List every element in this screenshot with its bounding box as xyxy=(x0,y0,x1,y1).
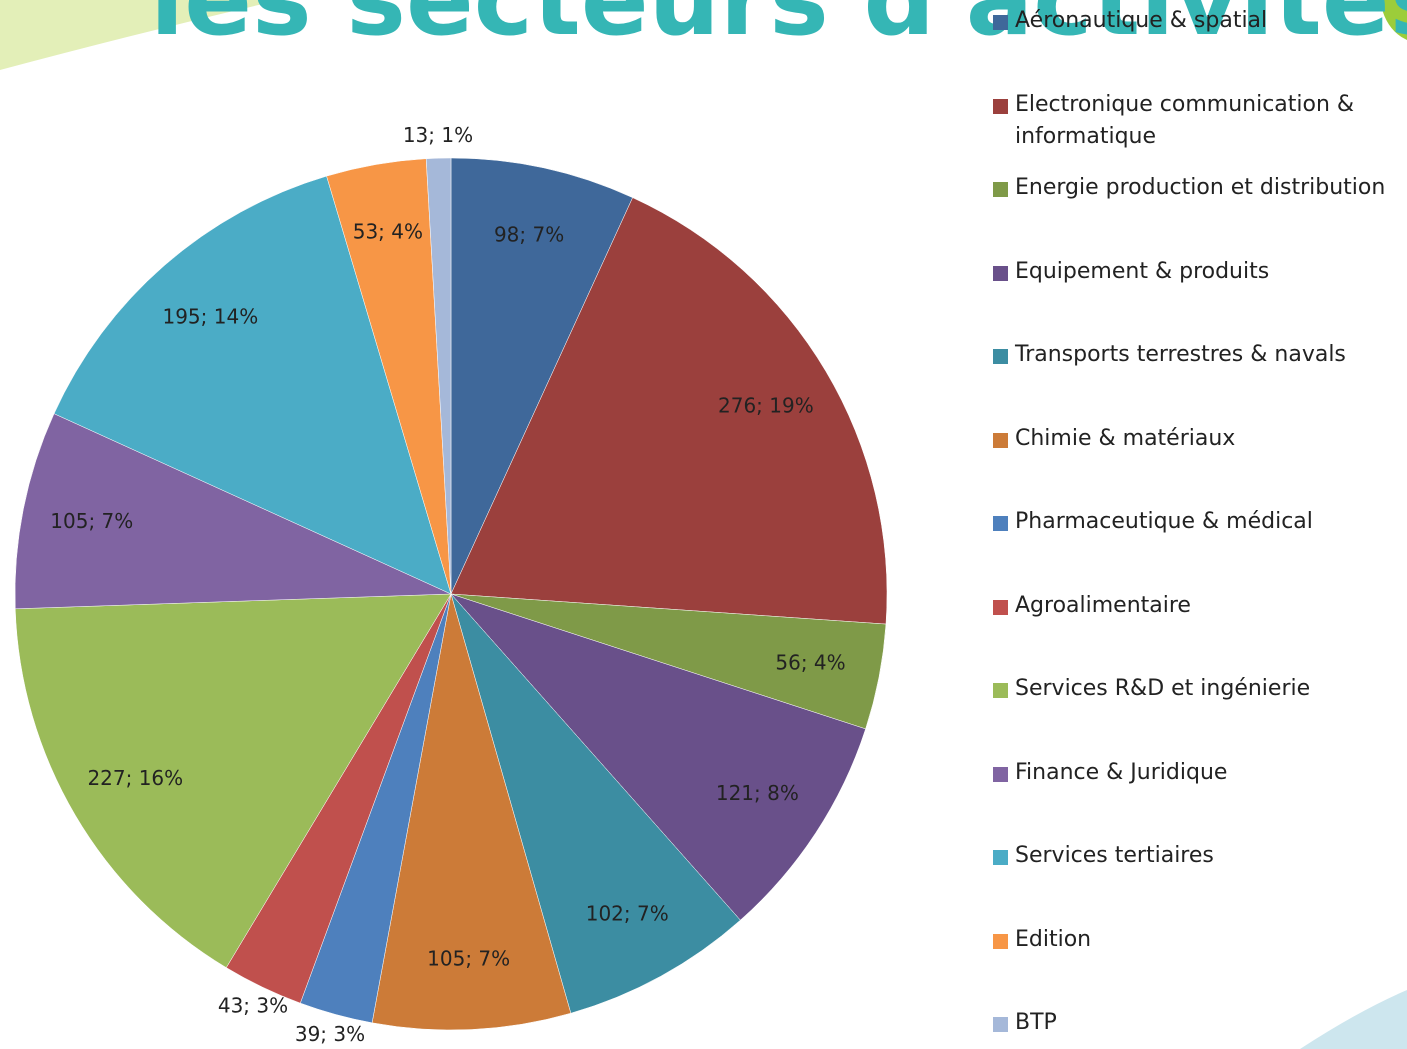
legend-label: BTP xyxy=(1015,1010,1057,1035)
legend-label: Chimie & matériaux xyxy=(1015,425,1236,451)
pie-slice xyxy=(450,593,741,1014)
legend-swatch xyxy=(993,15,1008,30)
legend-swatch xyxy=(993,432,1008,448)
legend-label: Aéronautique & spatial xyxy=(1015,8,1268,33)
pie-slice xyxy=(450,593,866,921)
decoration xyxy=(1300,990,1407,1049)
legend-swatch xyxy=(993,766,1008,782)
data-label: 195; 14% xyxy=(162,304,258,328)
decoration xyxy=(0,0,280,70)
legend-item: BTP xyxy=(993,1007,1398,1039)
legend-label: Pharmaceutique & médical xyxy=(1015,509,1313,534)
data-label: 53; 4% xyxy=(353,220,423,244)
data-label: 56; 4% xyxy=(775,650,845,674)
pie-slice xyxy=(371,593,572,1031)
decoration xyxy=(1380,0,1407,40)
legend-item: Chimie & matériaux xyxy=(993,423,1398,455)
legend-label: Services R&D et ingénierie xyxy=(1015,676,1311,701)
legend-item: Pharmaceutique & médical xyxy=(993,506,1398,538)
legend-label: Services tertiaires xyxy=(1015,843,1214,868)
pie-slice xyxy=(14,413,452,610)
pie: 98; 7% 276; 19% 56; 4% 121; 8% 102; 7% 105; 7… xyxy=(14,123,888,1046)
data-label: 102; 7% xyxy=(586,902,669,926)
data-label: 43; 3% xyxy=(218,993,288,1017)
data-label: 105; 7% xyxy=(50,509,133,533)
chart-title: les secteurs d'activités xyxy=(150,0,1407,58)
legend-label: Equipement & produits xyxy=(1015,258,1270,284)
legend-label: Finance & Juridique xyxy=(1015,759,1228,785)
legend-item: Energie production et distribution xyxy=(993,172,1398,204)
legend-item: Aéronautique & spatial xyxy=(993,5,1398,37)
data-label: 227; 16% xyxy=(87,766,183,790)
legend-label: Transports terrestres & navals xyxy=(1015,342,1346,367)
legend-item: Edition xyxy=(993,924,1398,956)
legend-label: Energie production et distribution xyxy=(1015,175,1386,200)
legend-swatch xyxy=(993,516,1008,531)
legend-swatch xyxy=(993,349,1008,364)
legend-swatch xyxy=(993,850,1008,865)
legend-item: Services tertiaires xyxy=(993,840,1398,872)
pie-slice xyxy=(53,175,452,595)
legend: Aéronautique & spatial Electronique commu… xyxy=(993,0,1403,1049)
legend-swatch xyxy=(993,683,1008,698)
legend-item: Agroalimentaire xyxy=(993,590,1398,622)
legend-label: Agroalimentaire xyxy=(1015,592,1191,618)
pie-slice xyxy=(14,593,452,968)
legend-swatch xyxy=(993,1017,1008,1032)
pie-slice xyxy=(450,157,633,595)
legend-item: Transports terrestres & navals xyxy=(993,339,1398,371)
legend-swatch xyxy=(993,98,1008,114)
legend-swatch xyxy=(993,182,1008,197)
data-label: 121; 8% xyxy=(716,781,799,805)
data-label: 105; 7% xyxy=(427,946,510,970)
data-label: 276; 19% xyxy=(718,393,814,417)
pie-slice xyxy=(425,157,452,595)
legend-label: Edition xyxy=(1015,926,1092,952)
legend-item: Services R&D et ingénierie xyxy=(993,673,1398,705)
legend-item: Electronique communication & informatiqu… xyxy=(993,89,1398,153)
legend-swatch xyxy=(993,933,1008,949)
pie-slice xyxy=(450,197,888,625)
legend-label: Electronique communication & informatiqu… xyxy=(1015,91,1355,149)
data-label: 98; 7% xyxy=(494,223,564,247)
legend-swatch xyxy=(993,265,1008,281)
legend-swatch xyxy=(993,599,1008,615)
legend-item: Equipement & produits xyxy=(993,256,1398,288)
data-label: 13; 1% xyxy=(403,123,473,147)
legend-item: Finance & Juridique xyxy=(993,757,1398,789)
data-label: 39; 3% xyxy=(295,1022,365,1046)
